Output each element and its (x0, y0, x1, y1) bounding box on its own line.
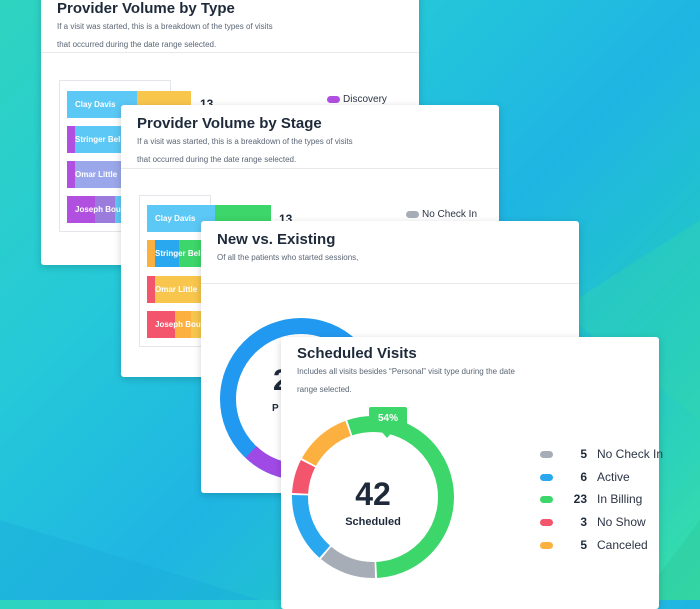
bar-row-joseph-bourne[interactable]: Joseph Bourne (147, 311, 227, 338)
bar-label: Clay Davis (75, 100, 116, 109)
legend-label: In Billing (597, 492, 643, 506)
badge-pointer (381, 431, 393, 438)
card-title: New vs. Existing (217, 231, 336, 248)
legend-value: 6 (580, 470, 587, 484)
legend-swatch (540, 450, 553, 458)
center-number: 42 (355, 476, 391, 512)
legend-swatch (540, 518, 553, 526)
center-label: Scheduled (345, 516, 401, 528)
bar-label: Clay Davis (155, 214, 196, 223)
bar-label: Omar Little (75, 170, 118, 179)
legend-item-active[interactable]: 6 Active (540, 469, 630, 485)
legend-swatch-no-check-in (406, 211, 419, 218)
legend-value: 5 (580, 447, 587, 461)
legend-label: No Check In (597, 447, 664, 461)
legend-swatch-discovery (327, 96, 340, 103)
legend-value: 23 (573, 492, 587, 506)
card-subtitle: If a visit was started, this is a breakd… (57, 22, 273, 49)
card-subtitle: Includes all visits besides “Personal” v… (297, 367, 515, 394)
legend-label: Discovery (343, 94, 387, 105)
legend-value: 3 (580, 515, 587, 529)
card-subtitle: If a visit was started, this is a breakd… (137, 137, 353, 164)
bar-label: Stringer Bell (155, 249, 203, 258)
legend-item-canceled[interactable]: 5 Canceled (540, 537, 648, 553)
percentage-badge: 54% (369, 407, 407, 431)
card-title: Provider Volume by Type (57, 0, 235, 17)
legend-item-in-billing[interactable]: 23 In Billing (540, 491, 642, 507)
bar-label: Joseph Bourne (75, 205, 134, 214)
legend-item-no-check-in[interactable]: 5 No Check In (540, 446, 663, 462)
bar-label: Omar Little (155, 285, 198, 294)
card-title: Scheduled Visits (297, 345, 417, 362)
legend-label: Canceled (597, 538, 648, 552)
center-label: P (272, 403, 279, 414)
legend-swatch (540, 473, 553, 481)
bar-label: Joseph Bourne (155, 320, 214, 329)
legend-label: Active (597, 470, 630, 484)
card-title: Provider Volume by Stage (137, 115, 322, 132)
legend-swatch (540, 541, 553, 549)
bar-label: Stringer Bell (75, 135, 123, 144)
legend-value: 5 (580, 538, 587, 552)
legend-label: No Check In (422, 209, 478, 220)
legend-label: No Show (597, 515, 646, 529)
card-subtitle: Of all the patients who started sessions… (217, 253, 359, 262)
legend-item-no-show[interactable]: 3 No Show (540, 514, 646, 530)
legend-swatch (540, 495, 553, 503)
